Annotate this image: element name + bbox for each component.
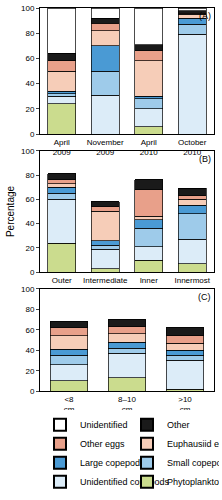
svg-text:Phytoplankton: Phytoplankton (167, 477, 219, 487)
svg-text:(C): (C) (198, 292, 211, 302)
svg-text:Intermediate: Intermediate (83, 276, 128, 285)
svg-text:Innermost: Innermost (174, 276, 210, 285)
svg-text:Large copepods: Large copepods (80, 458, 145, 468)
svg-text:100: 100 (21, 4, 35, 13)
svg-text:Percentage: Percentage (5, 185, 16, 237)
svg-text:20: 20 (25, 367, 34, 376)
svg-text:Small copepods: Small copepods (167, 458, 219, 468)
svg-text:80: 80 (25, 29, 34, 38)
svg-text:April2009: April2009 (53, 138, 71, 157)
svg-text:60: 60 (25, 326, 34, 335)
html-text:cm: cm (63, 405, 75, 415)
svg-text:October2010: October2010 (178, 138, 207, 157)
html-text:8–10: 8–10 (118, 394, 136, 404)
svg-text:Euphausiid eggs: Euphausiid eggs (167, 439, 219, 449)
html-text:cm: cm (121, 405, 133, 415)
html-text:>10: >10 (178, 394, 192, 404)
svg-text:0: 0 (30, 130, 35, 139)
html-text:<8: <8 (64, 394, 74, 404)
svg-text:40: 40 (25, 79, 34, 88)
svg-text:(A): (A) (199, 11, 211, 21)
svg-text:60: 60 (25, 195, 34, 204)
svg-text:Inner: Inner (140, 276, 159, 285)
svg-text:April2010: April2010 (140, 138, 158, 157)
svg-text:100: 100 (21, 285, 35, 294)
svg-text:0: 0 (30, 387, 35, 396)
svg-text:November2009: November2009 (87, 138, 124, 157)
svg-text:Outer: Outer (52, 276, 72, 285)
svg-text:40: 40 (25, 219, 34, 228)
svg-text:20: 20 (25, 105, 34, 114)
svg-text:(B): (B) (199, 154, 211, 164)
svg-text:60: 60 (25, 54, 34, 63)
svg-text:0: 0 (30, 268, 35, 277)
svg-text:Other: Other (167, 420, 190, 430)
svg-text:100: 100 (21, 147, 35, 156)
html-text:cm: cm (179, 405, 191, 415)
svg-text:Unidentified: Unidentified (80, 420, 128, 430)
svg-text:80: 80 (25, 305, 34, 314)
svg-text:40: 40 (25, 346, 34, 355)
svg-text:80: 80 (25, 171, 34, 180)
svg-text:20: 20 (25, 244, 34, 253)
svg-text:Other eggs: Other eggs (80, 439, 125, 449)
svg-text:Unidentified copepods: Unidentified copepods (80, 477, 170, 487)
